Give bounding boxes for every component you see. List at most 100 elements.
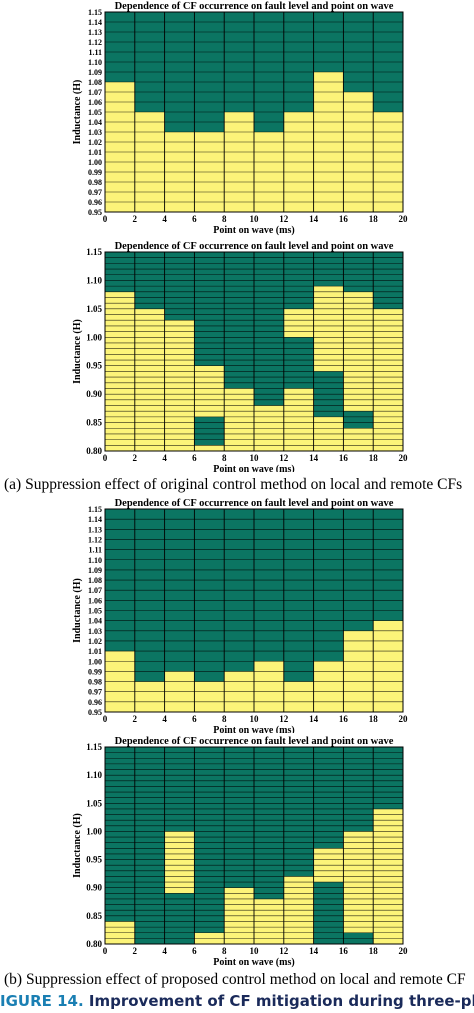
c2-ytick-label: 1.11 (88, 546, 102, 555)
c0-ytick-label: 1.14 (88, 18, 102, 27)
c3-ylabel: Inductance (H) (72, 813, 83, 878)
c3-ytick-label: 1.00 (86, 826, 102, 836)
c1-ytick-label: 0.85 (86, 418, 102, 428)
c2-ytick-label: 1.05 (88, 607, 102, 616)
c2-stable-column-9 (373, 620, 403, 712)
c2-stable-column-6 (283, 681, 314, 712)
c0-ytick-label: 1.15 (88, 8, 102, 17)
c1-xtick-label: 2 (133, 453, 138, 463)
c2-ytick-label: 0.99 (88, 667, 102, 676)
c0-ytick-label: 0.95 (88, 208, 102, 217)
c2-ytick-label: 0.98 (88, 678, 102, 687)
c2-ytick-label: 1.09 (88, 566, 102, 575)
c3-frame (104, 746, 404, 945)
c3-cf-patch-2-0 (164, 893, 195, 944)
c1-title: Dependence of CF occurrence on fault lev… (115, 241, 394, 252)
c0-xtick-label: 2 (133, 214, 138, 224)
chart-a-bottom: Dependence of CF occurrence on fault lev… (0, 238, 474, 472)
c3-ytick-label: 0.85 (86, 911, 102, 921)
c1-ylabel: Inductance (H) (72, 319, 83, 384)
c2-ytick-label: 1.14 (88, 515, 102, 524)
c0-ytick-label: 0.99 (88, 168, 102, 177)
c3-ytick-label: 1.05 (86, 798, 102, 808)
c2-stable-column-1 (134, 681, 165, 712)
c2-xtick-label: 6 (192, 714, 197, 724)
c3-xtick-label: 6 (192, 946, 197, 956)
c2-xtick-label: 20 (399, 714, 409, 724)
c3-xtick-label: 2 (133, 946, 138, 956)
c0-xtick-label: 14 (309, 214, 319, 224)
chart-a-top: Dependence of CF occurrence on fault lev… (0, 0, 474, 238)
c1-ytick-label: 1.05 (86, 304, 102, 314)
c3-xtick-label: 8 (222, 946, 227, 956)
c2-xtick-label: 12 (279, 714, 289, 724)
c1-xtick-label: 12 (279, 453, 289, 463)
c2-stable-column-3 (194, 681, 225, 712)
c2-xtick-label: 8 (222, 714, 227, 724)
c0-ytick-label: 1.13 (88, 28, 102, 37)
c1-xtick-label: 16 (339, 453, 349, 463)
c2-xtick-label: 4 (162, 714, 167, 724)
c1-stable-column-4 (224, 388, 254, 451)
c0-ytick-label: 1.10 (88, 58, 102, 67)
c2-ytick-label: 1.02 (88, 637, 102, 646)
c2-xtick-label: 10 (250, 714, 260, 724)
c2-ytick-label: 1.10 (88, 556, 102, 565)
c0-xtick-label: 18 (369, 214, 379, 224)
c0-ytick-label: 0.96 (88, 198, 102, 207)
c3-cf-patch-7-0 (313, 882, 344, 944)
c2-ytick-label: 1.07 (88, 586, 102, 595)
figure-caption-label: IGURE 14. (0, 992, 84, 1010)
c1-xtick-label: 14 (309, 453, 319, 463)
c3-cf-patch-3-0 (194, 747, 225, 933)
c3-ytick-label: 0.80 (86, 939, 102, 949)
c0-ytick-label: 1.11 (88, 48, 102, 57)
c0-xtick-label: 20 (399, 214, 409, 224)
c1-stable-column-7 (313, 286, 344, 451)
c1-cf-patch-3-0 (194, 416, 225, 446)
c2-title: Dependence of CF occurrence on fault lev… (115, 498, 394, 509)
figure-caption: IGURE 14. Improvement of CF mitigation d… (0, 992, 474, 1010)
c1-cf-patch-8-0 (343, 411, 374, 429)
c1-xtick-label: 6 (192, 453, 197, 463)
c0-ytick-label: 1.03 (88, 128, 102, 137)
c0-xtick-label: 6 (192, 214, 197, 224)
c3-xtick-label: 14 (309, 946, 319, 956)
c1-cf-patch-6-0 (283, 337, 314, 389)
c2-ytick-label: 1.06 (88, 596, 102, 605)
c2-ytick-label: 0.95 (88, 708, 102, 717)
c1-xtick-label: 0 (103, 453, 108, 463)
c0-ytick-label: 1.01 (88, 148, 102, 157)
c1-stable-column-2 (164, 320, 195, 451)
figure-caption-text: Improvement of CF mitigation during thre… (88, 992, 474, 1010)
c2-ytick-label: 1.04 (88, 617, 102, 626)
c1-xtick-label: 10 (250, 453, 260, 463)
c2-xtick-label: 14 (309, 714, 319, 724)
c0-xtick-label: 4 (162, 214, 167, 224)
c1-xtick-label: 8 (222, 453, 227, 463)
c1-ytick-label: 1.15 (86, 247, 102, 257)
c3-ytick-label: 0.95 (86, 855, 102, 865)
c3-ytick-label: 0.90 (86, 883, 102, 893)
c3-xtick-label: 18 (369, 946, 379, 956)
c2-ylabel: Inductance (H) (72, 578, 83, 643)
c2-ytick-label: 1.08 (88, 576, 102, 585)
c2-ytick-label: 1.01 (88, 647, 102, 656)
c1-ytick-label: 1.00 (86, 332, 102, 342)
c3-xtick-label: 0 (103, 946, 108, 956)
c3-xtick-label: 10 (250, 946, 260, 956)
c2-stable-column-5 (254, 661, 284, 712)
c0-xtick-label: 16 (339, 214, 349, 224)
c0-xtick-label: 0 (103, 214, 108, 224)
c3-ytick-label: 1.10 (86, 770, 102, 780)
c1-ytick-label: 0.90 (86, 389, 102, 399)
c0-ytick-label: 1.07 (88, 88, 102, 97)
c1-xtick-label: 18 (369, 453, 379, 463)
c0-ytick-label: 1.12 (88, 38, 102, 47)
c2-ytick-label: 0.97 (88, 688, 102, 697)
c0-ytick-label: 1.00 (88, 158, 102, 167)
c0-ytick-label: 1.02 (88, 138, 102, 147)
c0-xtick-label: 12 (279, 214, 289, 224)
c3-ytick-label: 1.15 (86, 742, 102, 752)
c0-ylabel: Inductance (H) (72, 80, 83, 145)
